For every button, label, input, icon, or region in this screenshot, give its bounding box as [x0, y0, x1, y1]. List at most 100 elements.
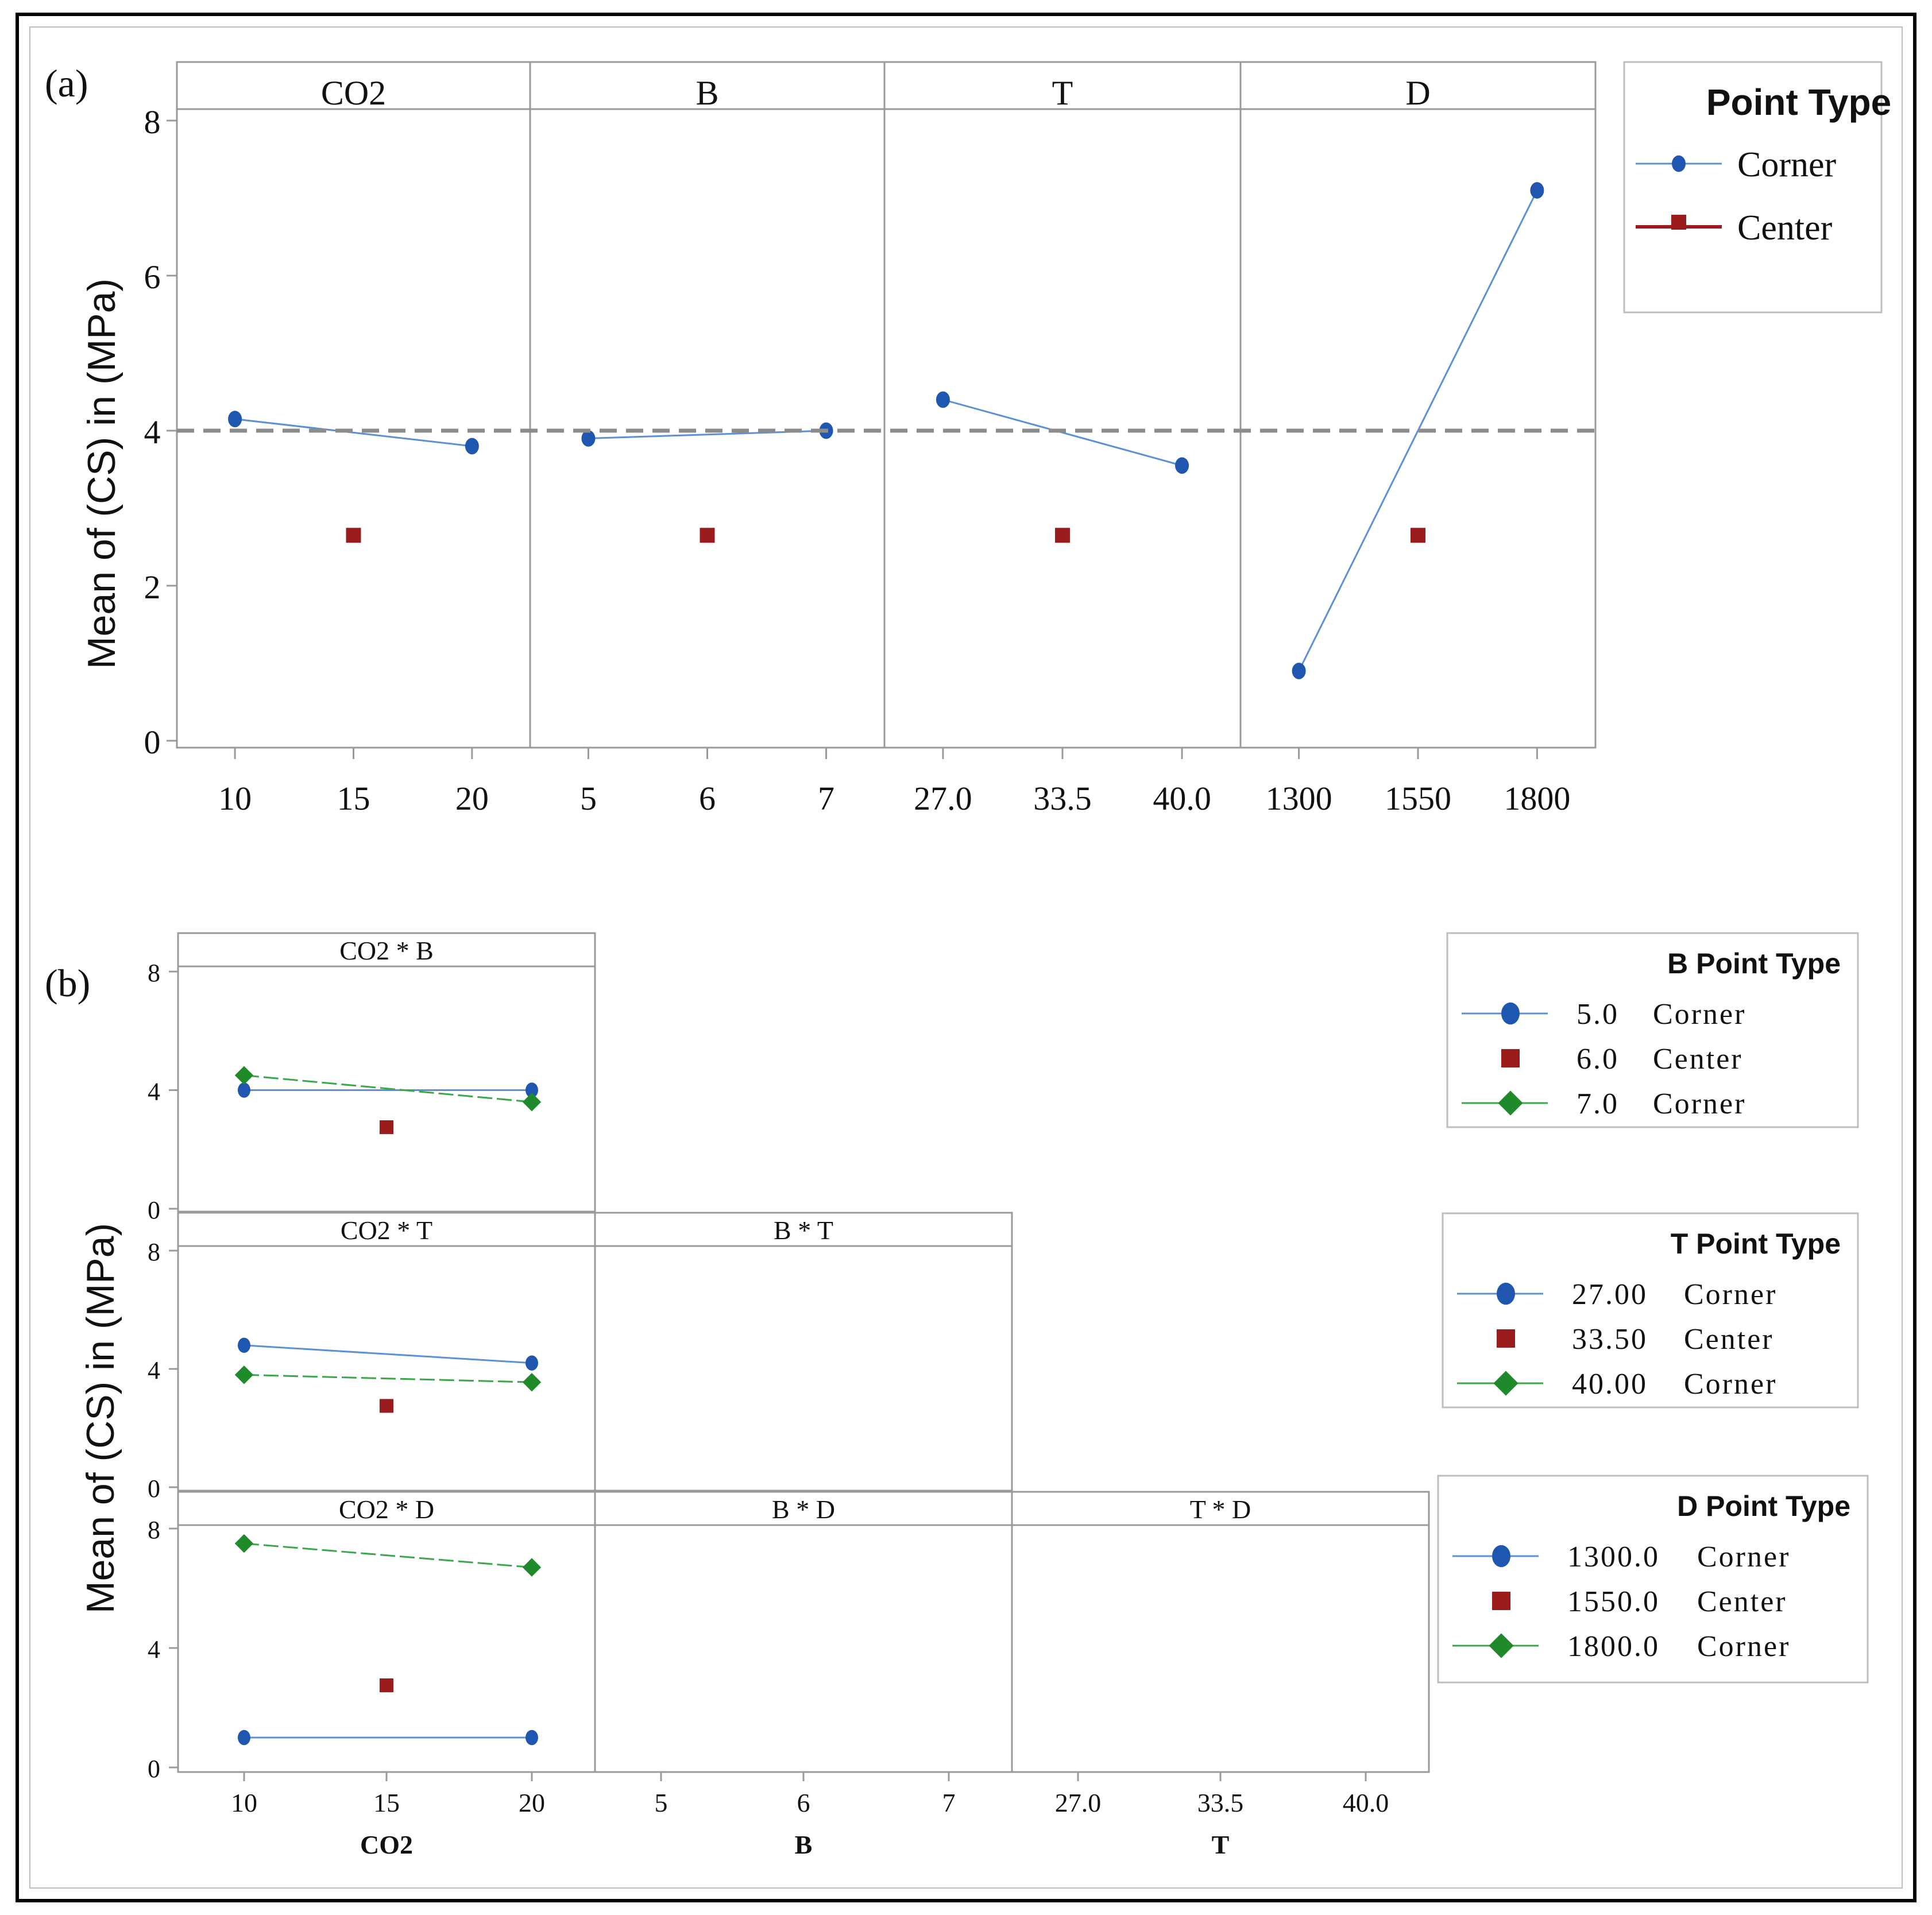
- panel-b-x-axis: 10 15 20 CO2 5 6 7 B 27.0 33.5 40.0 T: [231, 1772, 1389, 1859]
- series-point-diamond-icon: [234, 1365, 254, 1384]
- panel-a-legend-box: [1623, 61, 1883, 314]
- legend-item-corner: Corner: [1636, 145, 1837, 184]
- x-tick-label: 15: [373, 1788, 400, 1817]
- facet-header-label: B: [695, 74, 718, 112]
- panel-a-legend-title: Point Type: [1706, 82, 1891, 123]
- panel-a-y-tick-label: 8: [144, 103, 161, 141]
- panel-a-y-tick-label: 6: [144, 258, 161, 296]
- x-tick-label: 10: [218, 780, 252, 817]
- legend-title-spacer: [1688, 947, 1696, 980]
- series-line: [244, 1074, 532, 1103]
- facet-header-label: CO2 * B: [339, 936, 434, 965]
- corner-point-low: [1292, 663, 1306, 679]
- legend-title: B Point Type: [1667, 947, 1841, 980]
- legend-value: 33.50: [1572, 1323, 1648, 1356]
- legend-title-spacer: [1688, 1228, 1696, 1260]
- x-axis-label: B: [795, 1830, 813, 1859]
- facet-header-label: CO2 * D: [339, 1495, 434, 1524]
- legend-title-text: Point Type: [1696, 1228, 1841, 1260]
- x-tick-label: 33.5: [1197, 1788, 1244, 1817]
- x-tick-label: 7: [818, 780, 834, 817]
- legend-value: 5.0: [1576, 998, 1619, 1031]
- legend-value: 40.00: [1572, 1368, 1648, 1401]
- x-tick-label: 10: [231, 1788, 257, 1817]
- legend-box: [1446, 932, 1859, 1128]
- panel-b-facet-grid: CO2 * B 0 4 8 CO2 * T 0 4 8 CO2 * D 0 4 8 B * T B * D…: [148, 932, 1430, 1783]
- panel-a-facets: CO2 10 15 20 B 5 6 7 T 27.0 33.5 40.0 D 1300 1550 1800: [176, 61, 1597, 817]
- series-point-square-icon: [380, 1120, 393, 1135]
- x-tick-label: 27.0: [914, 780, 972, 817]
- y-tick-label: 8: [148, 959, 160, 987]
- legend-type: Corner: [1697, 1541, 1790, 1573]
- y-tick-label: 0: [148, 1196, 160, 1224]
- corner-point-high: [1175, 457, 1189, 474]
- x-tick-label: 6: [797, 1788, 810, 1817]
- legend-type: Corner: [1684, 1368, 1777, 1401]
- interaction-facet-b-x-d: B * D: [594, 1491, 1013, 1773]
- legend-value: 1300.0: [1567, 1541, 1660, 1573]
- panel-b-y-axis-label: Mean of (CS) in (MPa): [79, 1223, 122, 1614]
- series-point-square-icon: [380, 1678, 393, 1692]
- square-icon: [1492, 1592, 1510, 1610]
- facet-frame: [594, 1491, 1013, 1773]
- panel-a-facet-t: T 27.0 33.5 40.0: [883, 61, 1242, 817]
- x-tick-label: 1550: [1385, 780, 1451, 817]
- x-axis-label: T: [1212, 1830, 1230, 1859]
- panel-a-main-effects: (a) Mean of (CS) in (MPa) 0 2 4 6 8 CO2 10 15 2…: [45, 61, 1891, 817]
- x-tick-label: 6: [699, 780, 716, 817]
- y-tick-label: 8: [148, 1516, 160, 1544]
- legend-title-spacer: [1698, 1490, 1706, 1522]
- legend-type: Corner: [1653, 1088, 1746, 1120]
- y-tick-label: 8: [148, 1238, 160, 1266]
- panel-a-legend-items: Corner Center: [1636, 145, 1837, 247]
- facet-frame: [1011, 1491, 1430, 1773]
- legend-variable: T: [1671, 1228, 1688, 1260]
- legend-type: Center: [1653, 1043, 1743, 1076]
- y-tick-label: 0: [148, 1475, 160, 1503]
- legend-value: 1800.0: [1567, 1630, 1660, 1663]
- corner-point-high: [465, 438, 479, 455]
- facet-frame: [176, 61, 531, 749]
- legend-type: Center: [1697, 1585, 1787, 1618]
- diamond-icon: [1493, 1371, 1518, 1396]
- facet-frame: [177, 1212, 596, 1492]
- corner-point-low: [936, 391, 950, 408]
- legend-value: 1550.0: [1567, 1585, 1660, 1618]
- y-tick-label: 0: [148, 1755, 160, 1783]
- facet-frame: [177, 932, 596, 1213]
- x-axis-label: CO2: [360, 1830, 413, 1859]
- facet-header-label: CO2: [321, 74, 386, 112]
- corner-point-low: [581, 430, 596, 447]
- corner-series-line: [234, 418, 473, 447]
- x-tick-label: 15: [337, 780, 370, 817]
- center-point: [700, 528, 715, 543]
- x-tick-label: 40.0: [1343, 1788, 1389, 1817]
- legend-value: 27.00: [1572, 1278, 1648, 1311]
- circle-icon: [1501, 1002, 1520, 1025]
- panel-a-facet-d: D 1300 1550 1800: [1239, 61, 1597, 817]
- y-tick-label: 4: [148, 1635, 160, 1663]
- series-point-circle-icon: [525, 1730, 538, 1746]
- legend-b: B Point Type 5.0 Corner 6.0 Center 7.0 Corner: [1446, 932, 1859, 1128]
- panel-a-y-axis-label: Mean of (CS) in (MPa): [80, 278, 123, 669]
- interaction-facet-co2-x-b: CO2 * B 0 4 8: [148, 932, 596, 1224]
- series-point-circle-icon: [238, 1082, 250, 1098]
- panel-a-y-tick-label: 0: [144, 724, 161, 761]
- facet-frame: [529, 61, 886, 749]
- legend-type: Corner: [1697, 1630, 1790, 1663]
- facet-header-label: T: [1052, 74, 1073, 112]
- x-tick-label: 1800: [1504, 780, 1570, 817]
- series-point-circle-icon: [238, 1730, 250, 1746]
- interaction-facet-co2-x-d: CO2 * D 0 4 8: [148, 1491, 596, 1783]
- x-tick-label: 40.0: [1153, 780, 1211, 817]
- series-point-diamond-icon: [522, 1558, 542, 1577]
- x-tick-label: 27.0: [1055, 1788, 1102, 1817]
- figure-inner-border: [29, 26, 1903, 1889]
- legend-item-label: Center: [1737, 208, 1833, 247]
- series-point-circle-icon: [525, 1355, 538, 1371]
- series-point-diamond-icon: [522, 1092, 542, 1112]
- interaction-facet-b-x-t: B * T: [594, 1212, 1013, 1492]
- panel-a-facet-co2: CO2 10 15 20: [176, 61, 531, 817]
